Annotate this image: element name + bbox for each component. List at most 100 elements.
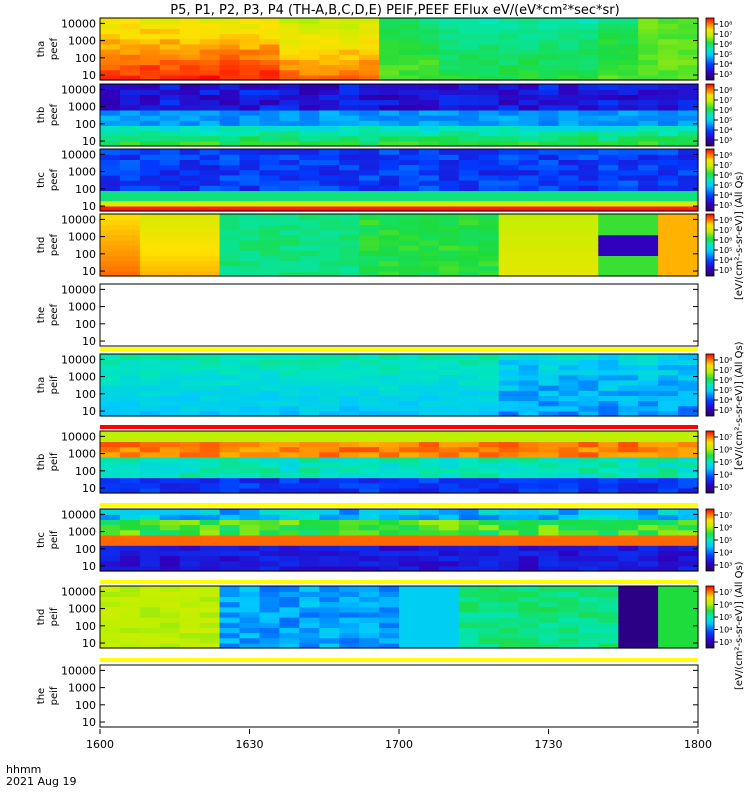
heatmap-cell [319,556,340,562]
heatmap-cell [539,627,560,633]
heatmap-cell [120,250,140,256]
heatmap-cell [598,612,619,618]
heatmap-cell [419,149,440,155]
heatmap-cell [678,535,699,541]
heatmap-cell [559,235,580,241]
heatmap-cell [180,467,201,473]
heatmap-cell [180,201,201,207]
heatmap-cell [618,380,639,386]
heatmap-cell [319,230,340,236]
heatmap-cell [598,452,619,458]
heatmap-cell [539,154,560,160]
cbar-unit-label-3: [eV/(cm²-s-sr-eV)] (All Qs) [734,561,745,690]
heatmap-cell [578,401,599,407]
heatmap-cell [220,370,241,376]
heatmap-cell [160,49,181,55]
heatmap-cell [379,250,400,256]
heatmap-cell [459,180,480,186]
heatmap-cell [359,514,380,520]
heatmap-cell [399,530,420,536]
heatmap-cell [180,175,201,181]
heatmap-cell [120,115,140,121]
heatmap-cell [439,54,460,60]
heatmap-cell [100,54,121,60]
heatmap-cell [379,240,400,246]
heatmap-cell [200,255,221,261]
heatmap-cell [359,478,380,484]
heatmap-cell [618,214,639,220]
heatmap-cell [100,375,121,381]
heatmap-cell [339,406,360,412]
heatmap-cell [578,54,599,60]
heatmap-cell [479,540,500,546]
heatmap-cell [240,245,261,251]
heatmap-cell [359,431,380,437]
heatmap-cell [220,556,241,562]
heatmap-cell [559,354,580,360]
heatmap-cell [299,354,320,360]
heatmap-cell [399,201,420,207]
heatmap-cell [100,165,121,171]
heatmap-cell [499,561,520,567]
heatmap-cell [658,18,679,24]
heatmap-cell [220,165,241,171]
heatmap-cell [399,406,420,412]
heatmap-cell [160,110,181,116]
heatmap-cell [160,165,181,171]
heatmap-cell [539,34,560,40]
heatmap-cell [598,380,619,386]
heatmap-cell [598,84,619,90]
heatmap-cell [678,436,699,442]
heatmap-cell [180,39,201,45]
heatmap-cell [499,370,520,376]
heatmap-cell [479,509,500,515]
heatmap-cell [279,245,300,251]
heatmap-cell [578,390,599,396]
heatmap-cell [299,255,320,261]
heatmap-cell [539,385,560,391]
heatmap-cell [578,34,599,40]
heatmap-cell [678,65,699,71]
heatmap-cell [399,159,420,165]
heatmap-cell [559,401,580,407]
heatmap-cell [299,59,320,65]
heatmap-cell [499,70,520,76]
heatmap-cell [379,84,400,90]
heatmap-cell [299,514,320,520]
heatmap-cell [180,34,201,40]
heatmap-cell [419,261,440,267]
panels: 10000100010010tha peef10000100010010thb pe… [36,17,699,729]
heatmap-cell [200,110,221,116]
heatmap-cell [299,431,320,437]
heatmap-cell [399,390,420,396]
heatmap-cell [120,185,140,191]
heatmap-cell [279,39,300,45]
heatmap-cell [499,255,520,261]
separator-band [100,347,698,351]
heatmap-cell [359,185,380,191]
heatmap-cell [379,120,400,126]
heatmap-cell [319,509,340,515]
heatmap-cell [439,436,460,442]
heatmap-cell [598,596,619,602]
heatmap-cell [519,115,540,121]
heatmap-cell [559,447,580,453]
heatmap-cell [578,607,599,613]
heatmap-cell [578,375,599,381]
heatmap-cell [240,94,261,100]
heatmap-cell [379,224,400,230]
heatmap-cell [479,219,500,225]
heatmap-cell [618,105,639,111]
heatmap-cell [678,255,699,261]
heatmap-cell [399,509,420,515]
heatmap-cell [379,65,400,71]
heatmap-cell [479,406,500,412]
heatmap-cell [379,266,400,272]
y-tick-label: 100 [75,248,96,261]
heatmap-cell [658,380,679,386]
heatmap-cell [658,617,679,623]
heatmap-cell [339,54,360,60]
heatmap-cell [140,622,161,628]
heatmap-cell [279,18,300,24]
heatmap-cell [419,170,440,176]
